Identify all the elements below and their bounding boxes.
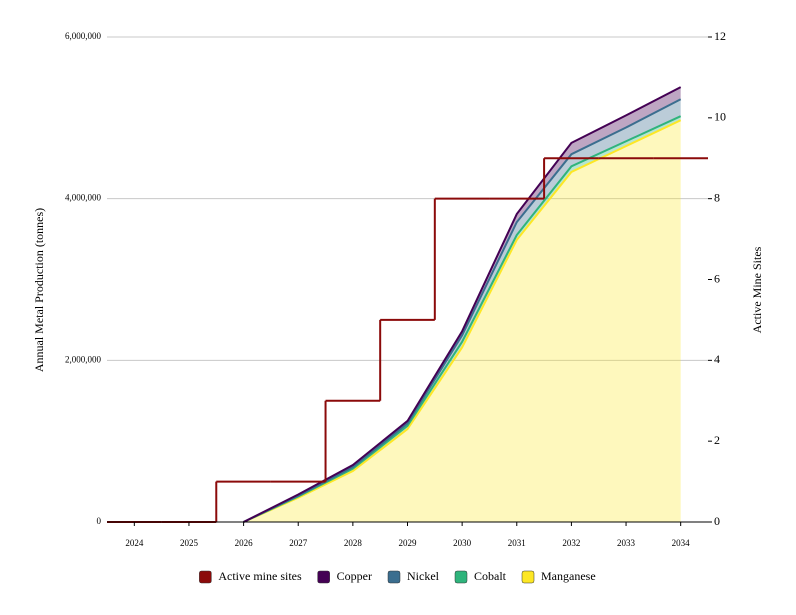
legend-swatch: [387, 570, 401, 584]
legend-swatch: [454, 570, 468, 584]
legend-label: Active mine sites: [218, 569, 302, 583]
y2-tick-label: 0: [714, 514, 720, 528]
legend-label: Manganese: [541, 569, 596, 583]
y2-tick-label: 2: [714, 433, 720, 447]
y2-tick-label: 10: [714, 110, 726, 124]
legend-swatch: [317, 570, 330, 584]
legend-item: Active mine sites: [199, 569, 302, 584]
x-tick-label: 2027: [289, 538, 308, 548]
y-axis-label: Annual Metal Production (tonnes): [32, 208, 46, 372]
x-tick-label: 2032: [562, 538, 580, 548]
x-tick-label: 2033: [617, 538, 636, 548]
series-line: [243, 119, 682, 523]
x-tick-label: 2029: [399, 538, 418, 548]
legend-swatch: [199, 570, 212, 584]
x-tick-label: 2030: [453, 538, 472, 548]
legend-swatch: [521, 570, 535, 584]
x-tick-label: 2026: [235, 538, 254, 548]
x-tick-label: 2034: [672, 538, 691, 548]
y-tick-label: 6,000,000: [65, 31, 102, 41]
y2-tick-label: 8: [714, 190, 720, 204]
series-line: [243, 98, 682, 523]
series-line: [243, 86, 682, 523]
y-tick-label: 4,000,000: [65, 193, 102, 203]
y2-tick-label: 12: [714, 29, 726, 43]
x-tick-label: 2024: [125, 538, 144, 548]
y-tick-label: 2,000,000: [65, 354, 102, 364]
x-tick-label: 2025: [180, 538, 199, 548]
area-band: [243, 120, 681, 522]
x-tick-label: 2031: [508, 538, 526, 548]
legend-label: Nickel: [407, 569, 440, 583]
legend-item: Copper: [317, 569, 372, 584]
y2-axis-label: Active Mine Sites: [750, 246, 764, 333]
x-tick-label: 2028: [344, 538, 363, 548]
areas: [243, 87, 681, 522]
legend-item: Manganese: [521, 569, 596, 584]
legend-label: Copper: [337, 569, 372, 583]
legend-item: Cobalt: [454, 569, 507, 584]
legend-label: Cobalt: [474, 569, 507, 583]
legend: Active mine sites Copper Nickel Cobalt Manga…: [199, 569, 596, 584]
y2-tick-label: 4: [714, 352, 720, 366]
legend-item: Nickel: [387, 569, 440, 584]
y2-tick-label: 6: [714, 271, 720, 285]
y-tick-label: 0: [97, 516, 102, 526]
lines: [107, 86, 708, 523]
